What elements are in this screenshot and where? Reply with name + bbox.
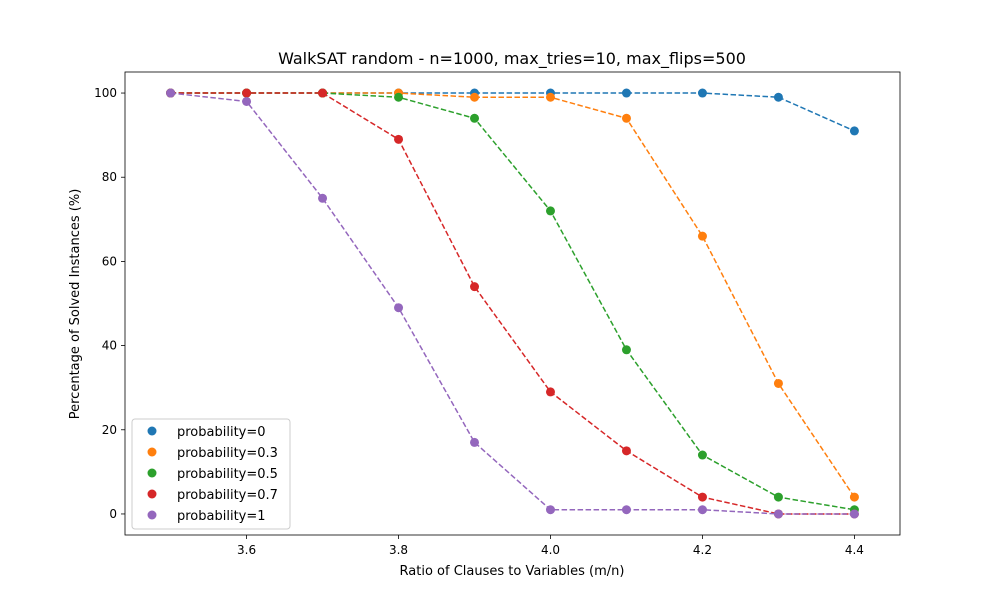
legend-label: probability=0.5 (177, 467, 278, 482)
legend-marker (147, 468, 157, 478)
data-point (242, 96, 252, 106)
x-tick-label: 4.0 (541, 543, 560, 557)
legend-label: probability=1 (177, 509, 266, 524)
series-line (170, 92, 855, 132)
x-tick-label: 4.2 (693, 543, 712, 557)
data-point (242, 88, 252, 98)
data-point (470, 113, 480, 123)
data-point (545, 206, 555, 216)
data-point (470, 92, 480, 102)
data-point (394, 134, 404, 144)
chart-title: WalkSAT random - n=1000, max_tries=10, m… (278, 49, 746, 69)
data-point (545, 92, 555, 102)
data-point (697, 88, 707, 98)
y-tick-label: 40 (102, 339, 117, 353)
data-point (849, 492, 859, 502)
data-point (697, 505, 707, 515)
legend: probability=0 probability=0.3 probability=… (131, 418, 291, 530)
data-point (166, 88, 176, 98)
data-point (849, 126, 859, 136)
data-point (621, 88, 631, 98)
data-point (394, 92, 404, 102)
y-axis-label: Percentage of Solved Instances (%) (68, 189, 83, 420)
data-point (621, 446, 631, 456)
y-tick-label: 100 (94, 86, 117, 100)
plot-area: 3.6 3.8 4.0 4.2 4.4 0 20 40 60 80 100 probability=0… (94, 71, 901, 557)
data-point (773, 378, 783, 388)
legend-marker (147, 447, 157, 457)
data-point (621, 345, 631, 355)
data-point (773, 509, 783, 519)
data-point (773, 492, 783, 502)
data-point (849, 509, 859, 519)
series-4 (166, 88, 859, 519)
data-point (318, 88, 328, 98)
x-axis-label: Ratio of Clauses to Variables (m/n) (400, 564, 625, 579)
data-point (545, 505, 555, 515)
data-point (697, 492, 707, 502)
series-line (170, 92, 855, 515)
y-tick-label: 60 (102, 254, 117, 268)
data-point (621, 113, 631, 123)
series-line (170, 92, 855, 515)
data-point (470, 437, 480, 447)
legend-label: probability=0.7 (177, 488, 278, 503)
data-point (773, 92, 783, 102)
y-tick-label: 80 (102, 170, 117, 184)
data-point (697, 450, 707, 460)
data-point (470, 282, 480, 292)
axes-frame (124, 71, 901, 536)
legend-marker (147, 489, 157, 499)
legend-label: probability=0 (177, 425, 266, 440)
data-point (394, 303, 404, 313)
x-tick-label: 4.4 (845, 543, 864, 557)
data-point (697, 231, 707, 241)
legend-marker (147, 426, 157, 436)
legend-label: probability=0.3 (177, 446, 278, 461)
y-tick-label: 20 (102, 423, 117, 437)
data-point (318, 193, 328, 203)
data-point (621, 505, 631, 515)
x-tick-label: 3.6 (237, 543, 256, 557)
y-tick-label: 0 (109, 507, 117, 521)
series-0 (166, 88, 859, 136)
legend-box (131, 418, 291, 530)
legend-marker (147, 510, 157, 520)
x-tick-label: 3.8 (389, 543, 408, 557)
data-point (545, 387, 555, 397)
